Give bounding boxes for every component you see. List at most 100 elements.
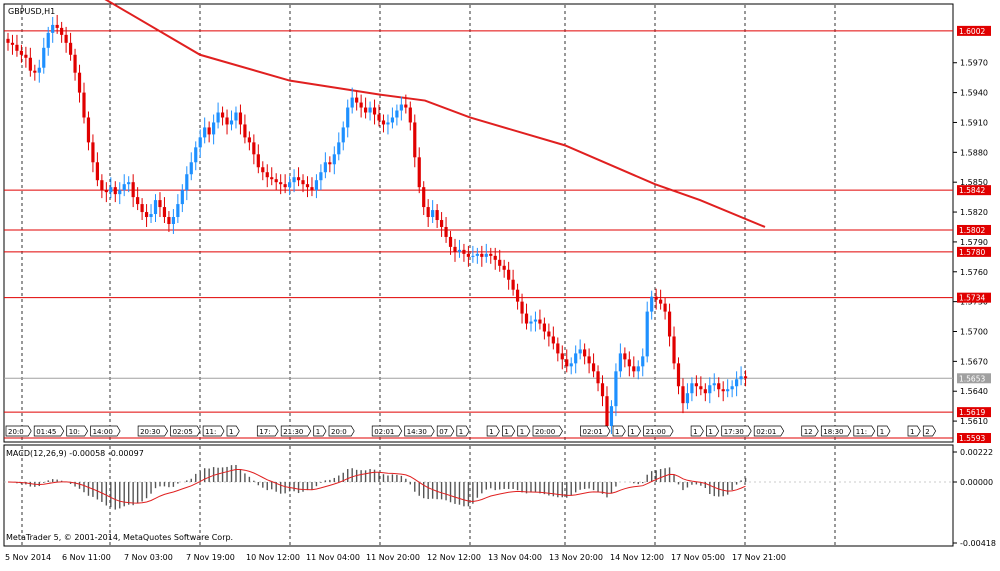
candle-body[interactable] <box>113 187 117 195</box>
time-marker[interactable]: 02:01 <box>371 425 403 437</box>
candle-body[interactable] <box>726 389 730 392</box>
candle-body[interactable] <box>381 120 386 125</box>
candle-body[interactable] <box>636 366 640 372</box>
candle-body[interactable] <box>529 321 533 324</box>
time-marker[interactable]: 20:0 <box>328 425 355 437</box>
candle-body[interactable] <box>556 343 560 354</box>
candle-body[interactable] <box>109 187 113 193</box>
candle-body[interactable] <box>623 353 627 360</box>
time-marker[interactable]: 02:01 <box>753 425 785 437</box>
candle-body[interactable] <box>127 182 131 185</box>
time-marker[interactable]: 17:30 <box>721 425 752 437</box>
time-marker[interactable]: 21:00 <box>643 425 674 437</box>
candle-body[interactable] <box>712 383 716 386</box>
candle-body[interactable] <box>194 147 198 163</box>
candle-body[interactable] <box>439 220 444 227</box>
time-marker[interactable]: 20:30 <box>137 425 169 437</box>
candle-body[interactable] <box>372 107 377 115</box>
candle-body[interactable] <box>466 253 471 257</box>
candle-body[interactable] <box>538 319 542 324</box>
candle-body[interactable] <box>690 383 694 394</box>
candle-body[interactable] <box>310 187 314 191</box>
time-marker[interactable]: 1 <box>517 425 531 437</box>
candle-body[interactable] <box>149 214 153 218</box>
candle-body[interactable] <box>399 104 403 111</box>
candle-body[interactable] <box>605 396 609 427</box>
candle-body[interactable] <box>55 24 59 28</box>
candle-body[interactable] <box>627 359 631 367</box>
candle-body[interactable] <box>319 172 323 181</box>
candle-body[interactable] <box>68 42 73 55</box>
time-marker[interactable]: 1 <box>502 425 516 437</box>
candle-body[interactable] <box>292 177 296 183</box>
time-marker[interactable]: 1 <box>313 425 327 437</box>
candle-body[interactable] <box>270 177 274 180</box>
candle-body[interactable] <box>578 349 582 354</box>
candle-body[interactable] <box>435 210 439 221</box>
time-marker[interactable]: 14:00 <box>90 425 121 437</box>
candle-body[interactable] <box>337 142 341 155</box>
time-marker[interactable]: 1 <box>612 425 626 437</box>
candle-body[interactable] <box>100 180 104 191</box>
candle-body[interactable] <box>328 162 332 165</box>
candle-body[interactable] <box>28 57 32 71</box>
candle-body[interactable] <box>131 182 135 198</box>
candle-body[interactable] <box>422 187 426 208</box>
time-marker[interactable]: 1 <box>486 425 500 437</box>
candle-body[interactable] <box>95 162 99 181</box>
candle-body[interactable] <box>341 127 345 143</box>
candle-body[interactable] <box>614 371 618 407</box>
candle-body[interactable] <box>721 389 725 392</box>
candle-body[interactable] <box>238 112 243 125</box>
candle-body[interactable] <box>743 376 748 379</box>
candle-body[interactable] <box>413 122 417 158</box>
candle-body[interactable] <box>493 255 497 260</box>
candle-body[interactable] <box>91 142 95 163</box>
candle-body[interactable] <box>645 311 649 357</box>
candle-body[interactable] <box>136 197 140 205</box>
candle-body[interactable] <box>426 207 430 218</box>
candle-body[interactable] <box>524 313 529 324</box>
candle-body[interactable] <box>189 162 193 175</box>
candle-body[interactable] <box>118 190 122 195</box>
candle-body[interactable] <box>355 97 359 103</box>
candle-body[interactable] <box>24 54 28 58</box>
candle-body[interactable] <box>207 127 211 135</box>
candle-body[interactable] <box>457 249 462 252</box>
candle-body[interactable] <box>33 70 37 73</box>
candle-body[interactable] <box>243 124 247 138</box>
candle-body[interactable] <box>15 44 19 51</box>
candle-body[interactable] <box>735 379 739 387</box>
time-marker[interactable]: 1 <box>907 425 921 437</box>
time-marker[interactable]: 02:05 <box>170 425 201 437</box>
candle-body[interactable] <box>377 114 381 121</box>
candle-body[interactable] <box>498 259 502 266</box>
time-marker[interactable]: 17: <box>256 425 279 437</box>
candle-body[interactable] <box>431 210 435 218</box>
candle-body[interactable] <box>395 110 399 118</box>
candle-body[interactable] <box>390 117 395 123</box>
candle-body[interactable] <box>565 359 569 367</box>
candle-body[interactable] <box>256 154 260 168</box>
candle-body[interactable] <box>569 363 573 367</box>
time-marker[interactable]: 14:30 <box>404 425 435 437</box>
time-marker[interactable]: 20:00 <box>532 425 563 437</box>
candle-body[interactable] <box>265 172 269 178</box>
candle-body[interactable] <box>547 331 551 337</box>
candle-body[interactable] <box>453 246 457 252</box>
candle-body[interactable] <box>301 180 305 185</box>
candle-body[interactable] <box>632 366 636 372</box>
candle-body[interactable] <box>158 200 162 208</box>
time-marker[interactable]: 10: <box>66 425 89 437</box>
candle-body[interactable] <box>10 42 15 45</box>
candle-body[interactable] <box>681 386 685 404</box>
candle-body[interactable] <box>484 253 488 257</box>
candle-body[interactable] <box>77 72 82 93</box>
candle-body[interactable] <box>252 142 256 155</box>
candle-body[interactable] <box>489 253 493 256</box>
candle-body[interactable] <box>364 107 368 113</box>
candle-body[interactable] <box>212 122 216 135</box>
candle-body[interactable] <box>323 162 327 173</box>
time-marker[interactable]: 18:30 <box>820 425 852 437</box>
candle-body[interactable] <box>739 376 743 380</box>
